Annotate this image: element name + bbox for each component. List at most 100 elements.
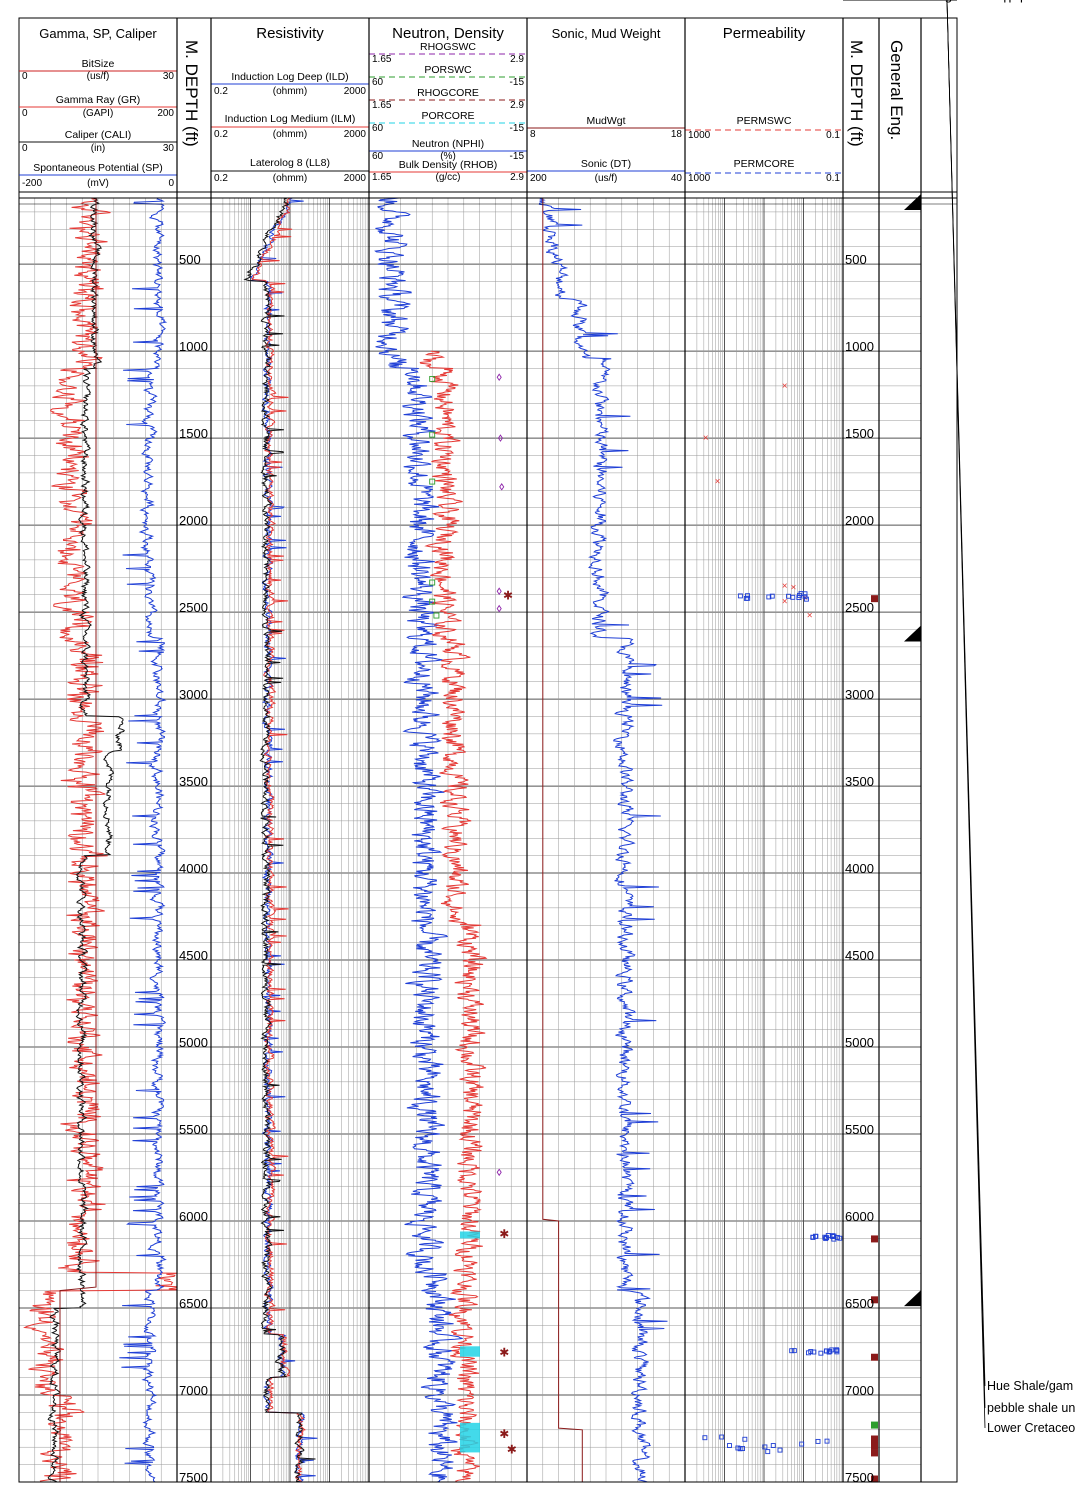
depth-tick-label: 4000 — [845, 861, 874, 876]
scale-name: Neutron (NPHI) — [412, 138, 484, 150]
rhogcore-point: ✱ — [507, 1443, 517, 1457]
svg-text:30: 30 — [163, 71, 175, 82]
svg-text:0.2: 0.2 — [214, 86, 228, 97]
porcore-zone — [460, 1231, 480, 1239]
core-sample-marker — [871, 1475, 878, 1483]
permcore-point — [737, 593, 743, 599]
resistivity-track-header: Resistivity Induction Log Deep (ILD) 0.2… — [211, 25, 369, 184]
rhogswc-point — [499, 483, 505, 491]
permswc-point: × — [782, 381, 788, 392]
scale-max: 2.9 — [510, 172, 524, 183]
depth-tick-label: 2500 — [179, 600, 208, 615]
permcore-point — [811, 1349, 817, 1355]
svg-text:30: 30 — [163, 143, 175, 154]
scale-max: 2.9 — [510, 100, 524, 111]
mudwgt-scale: MudWgt 8 18 — [527, 115, 685, 140]
scale-max: 0.1 — [826, 173, 840, 184]
permswc-point: × — [782, 581, 788, 592]
svg-text:(in): (in) — [91, 143, 105, 154]
permcore-point — [808, 1349, 814, 1354]
depth-tick-label: 3500 — [179, 774, 208, 789]
core-sample-marker — [871, 1296, 878, 1304]
permswc-point: × — [782, 597, 788, 608]
depth-tick-label: 500 — [179, 252, 201, 267]
permcore-point — [743, 595, 749, 601]
permcore-point — [702, 1435, 708, 1441]
permswc-point: × — [807, 611, 813, 622]
depth-tick-label: 6500 — [179, 1296, 208, 1311]
neutron-density-scales: RHOGSWC 1.65 2.9 PORSWC 60 -15 RHOGCORE 1.65 2.9… — [369, 41, 527, 183]
ild-scale: Induction Log Deep (ILD) 0.2 (ohmm) 2000 — [211, 71, 369, 97]
scale-unit: (g/cc) — [436, 172, 461, 183]
depth-tick-label: 3000 — [179, 687, 208, 702]
svg-text:200: 200 — [157, 108, 174, 119]
permcore-point — [796, 595, 802, 601]
rhogswc-point — [497, 434, 503, 442]
sonic-track-header: Sonic, Mud Weight MudWgt 8 18 Sonic (DT)… — [527, 26, 685, 184]
svg-text:-200: -200 — [22, 178, 42, 189]
depth-tick-label: 4000 — [179, 861, 208, 876]
depth-axis-right: 500 1000 1500 2000 2500 3000 3500 4000 4500 5000 5… — [845, 252, 874, 1485]
permcore-point — [742, 1436, 748, 1442]
svg-text:0: 0 — [22, 71, 28, 82]
permcore-point — [831, 1236, 837, 1242]
neutron-track-header: Neutron, Density RHOGSWC 1.65 2.9 PORSWC 60 -… — [369, 25, 527, 183]
permcore-point — [802, 591, 808, 597]
permcore-point — [762, 1444, 768, 1450]
porswc-point — [433, 612, 440, 619]
depth-tick-label: 1000 — [179, 339, 208, 354]
formation-column: Colville GroupNanushuk GroupTorok Format… — [843, 0, 1075, 1435]
svg-text:0: 0 — [22, 143, 28, 154]
permcore-point — [802, 594, 808, 600]
scale-name: PERMSWC — [737, 115, 792, 127]
permeability-track-header: Permeability PERMSWC 1000 0.1 PERMCORE 1000 0… — [685, 25, 843, 184]
svg-text:18: 18 — [671, 129, 683, 140]
caliper-scale: Caliper (CALI) 0 (in) 30 — [19, 129, 177, 154]
track-grids — [19, 198, 921, 1482]
formation-label: Endicott Group — [929, 0, 1016, 3]
svg-text:2000: 2000 — [344, 129, 367, 140]
permswc-point: × — [715, 477, 721, 488]
svg-text:8: 8 — [530, 129, 536, 140]
rhogswc-point — [496, 604, 502, 613]
formation-label: Nanushuk Group — [929, 0, 1027, 3]
formation-label: Sag River Sandstone — [929, 0, 1052, 3]
svg-text:40: 40 — [671, 173, 683, 184]
svg-text:0.2: 0.2 — [214, 173, 228, 184]
permcore-point — [813, 1233, 819, 1239]
depth-tick-label: 7000 — [845, 1383, 874, 1398]
gamma-track-title: Gamma, SP, Caliper — [39, 26, 157, 41]
permcore-point — [740, 1446, 745, 1451]
depth-tick-label: 1500 — [179, 426, 208, 441]
depth-tick-label: 1500 — [845, 426, 874, 441]
svg-text:(mV): (mV) — [87, 178, 109, 189]
scale-min: 1.65 — [372, 172, 392, 183]
gamma-track-header: Gamma, SP, Caliper BitSize 0 (us/f) 30 G… — [19, 26, 177, 189]
permcore-point — [745, 593, 750, 599]
permcore-point — [834, 1349, 840, 1355]
svg-text:2000: 2000 — [344, 173, 367, 184]
neutron-curve — [374, 198, 463, 1482]
rhogswc-point — [496, 1168, 502, 1177]
scale-min: 1000 — [688, 130, 711, 141]
caliper-curve — [47, 198, 125, 1482]
depth-tick-label: 2000 — [179, 513, 208, 528]
permswc-point: × — [703, 433, 709, 444]
depth-tick-label: 5500 — [845, 1122, 874, 1137]
permcore-point — [823, 1348, 829, 1354]
depth-tick-label: 3000 — [845, 687, 874, 702]
svg-text:0: 0 — [22, 108, 28, 119]
permcore-point — [837, 1235, 843, 1241]
formation-leader — [946, 0, 986, 1429]
svg-text:(us/f): (us/f) — [595, 173, 618, 184]
svg-text:(ohmm): (ohmm) — [273, 173, 307, 184]
scale-max: 0.1 — [826, 130, 840, 141]
svg-text:2000: 2000 — [344, 86, 367, 97]
porswc-point — [429, 431, 436, 438]
svg-text:Sonic (DT): Sonic (DT) — [581, 158, 631, 170]
scale-name: PERMCORE — [734, 158, 795, 170]
scale-max: -15 — [510, 123, 525, 134]
svg-text:0.2: 0.2 — [214, 129, 228, 140]
permcore-point — [727, 1443, 732, 1448]
